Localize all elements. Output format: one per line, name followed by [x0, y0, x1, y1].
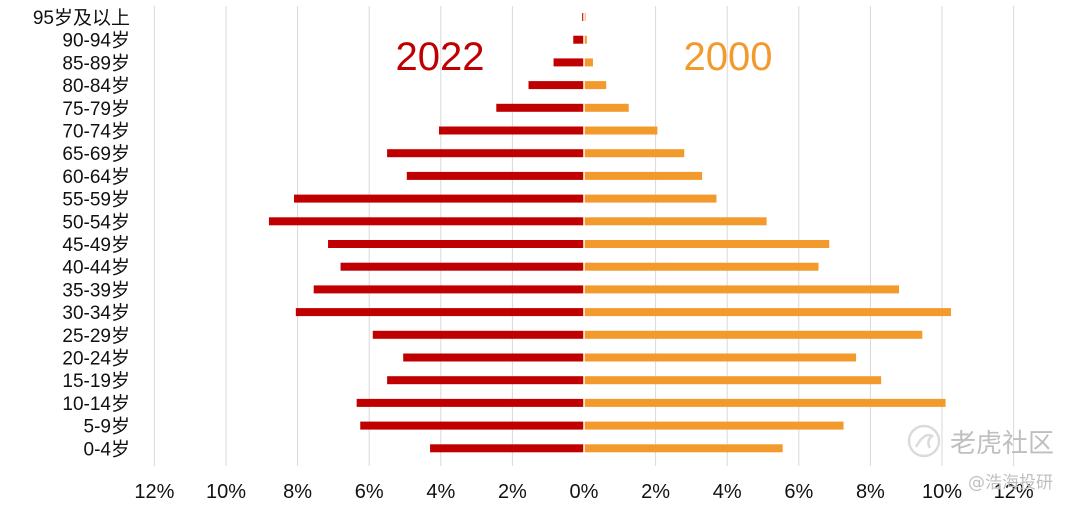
x-tick-label: 8%	[283, 481, 312, 503]
bar-2022	[387, 149, 584, 158]
category-label: 55-59岁	[62, 189, 130, 211]
x-tick-label: 4%	[426, 481, 455, 503]
bar-2000	[584, 353, 857, 362]
category-label: 65-69岁	[62, 143, 130, 165]
category-label: 40-44岁	[62, 257, 130, 279]
bar-2022	[268, 217, 584, 226]
series-label-2022: 2022	[396, 35, 485, 79]
category-label: 15-19岁	[62, 370, 130, 392]
bar-2000	[584, 398, 946, 407]
bars-group	[268, 6, 951, 466]
bar-2000	[584, 262, 819, 271]
bar-2022	[372, 330, 584, 339]
category-label: 95岁及以上	[33, 7, 130, 29]
tiger-logo-icon	[907, 424, 941, 458]
bar-2022	[295, 308, 584, 317]
category-label: 45-49岁	[62, 234, 130, 256]
category-label: 50-54岁	[62, 211, 130, 233]
bar-2000	[584, 376, 882, 385]
bar-2000	[584, 58, 593, 67]
x-tick-label: 6%	[355, 481, 384, 503]
bar-2022	[430, 444, 584, 453]
category-label: 80-84岁	[62, 75, 130, 97]
bar-2000	[584, 308, 951, 317]
series-label-2000: 2000	[684, 35, 773, 79]
bar-2022	[496, 103, 584, 112]
bar-2022	[582, 13, 584, 21]
category-label: 30-34岁	[62, 302, 130, 324]
bar-2000	[584, 217, 767, 226]
x-tick-label: 0%	[570, 481, 599, 503]
category-label: 20-24岁	[62, 348, 130, 370]
bar-2000	[584, 421, 844, 430]
bar-2022	[406, 171, 584, 180]
x-tick-label: 6%	[784, 481, 813, 503]
x-axis-tick-labels: 12% 10% 8% 6% 4% 2% 0% 2% 4% 6% 8% 10% 12%	[134, 481, 1033, 503]
bar-2022	[356, 398, 584, 407]
category-labels: 95岁及以上90-94岁85-89岁80-84岁75-79岁70-74岁65-6…	[33, 7, 130, 460]
category-label: 60-64岁	[62, 166, 130, 188]
x-tick-label: 8%	[856, 481, 885, 503]
x-tick-label: 12%	[134, 481, 174, 503]
category-label: 5-9岁	[84, 416, 130, 438]
bar-2022	[313, 285, 584, 294]
bar-2000	[584, 240, 830, 248]
x-tick-label: 4%	[713, 481, 742, 503]
bar-2022	[340, 262, 584, 271]
bar-2022	[328, 240, 584, 248]
bar-2000	[584, 285, 900, 294]
x-tick-label: 2%	[498, 481, 527, 503]
x-tick-label: 10%	[206, 481, 246, 503]
bar-2022	[387, 376, 584, 385]
category-label: 25-29岁	[62, 325, 130, 347]
category-label: 0-4岁	[84, 438, 130, 460]
bar-2022	[294, 194, 584, 203]
category-label: 75-79岁	[62, 98, 130, 120]
watermark: 老虎社区 @浩海投研	[907, 424, 1054, 493]
category-label: 10-14岁	[62, 393, 130, 415]
bar-2022	[360, 421, 584, 430]
x-tick-label: 12%	[994, 481, 1034, 503]
bar-2000	[584, 35, 587, 44]
bar-2000	[584, 103, 629, 112]
bar-2000	[584, 81, 607, 90]
category-label: 85-89岁	[62, 52, 130, 74]
watermark-brand: 老虎社区	[950, 429, 1054, 459]
bar-2000	[584, 149, 685, 158]
x-tick-label: 2%	[641, 481, 670, 503]
bar-2000	[584, 330, 923, 339]
category-label: 35-39岁	[62, 279, 130, 301]
bar-2000	[584, 171, 703, 180]
bar-2022	[553, 58, 584, 67]
bar-2022	[528, 81, 584, 90]
x-tick-label: 10%	[922, 481, 962, 503]
bar-2000	[584, 444, 783, 453]
category-label: 70-74岁	[62, 121, 130, 143]
bar-2022	[403, 353, 584, 362]
bar-2000	[584, 194, 717, 203]
watermark-handle: @浩海投研	[968, 473, 1053, 493]
grid-lines	[153, 6, 1015, 466]
bar-2022	[439, 126, 584, 135]
category-label: 90-94岁	[62, 30, 130, 52]
bar-2000	[584, 126, 658, 135]
bar-2022	[573, 35, 584, 44]
